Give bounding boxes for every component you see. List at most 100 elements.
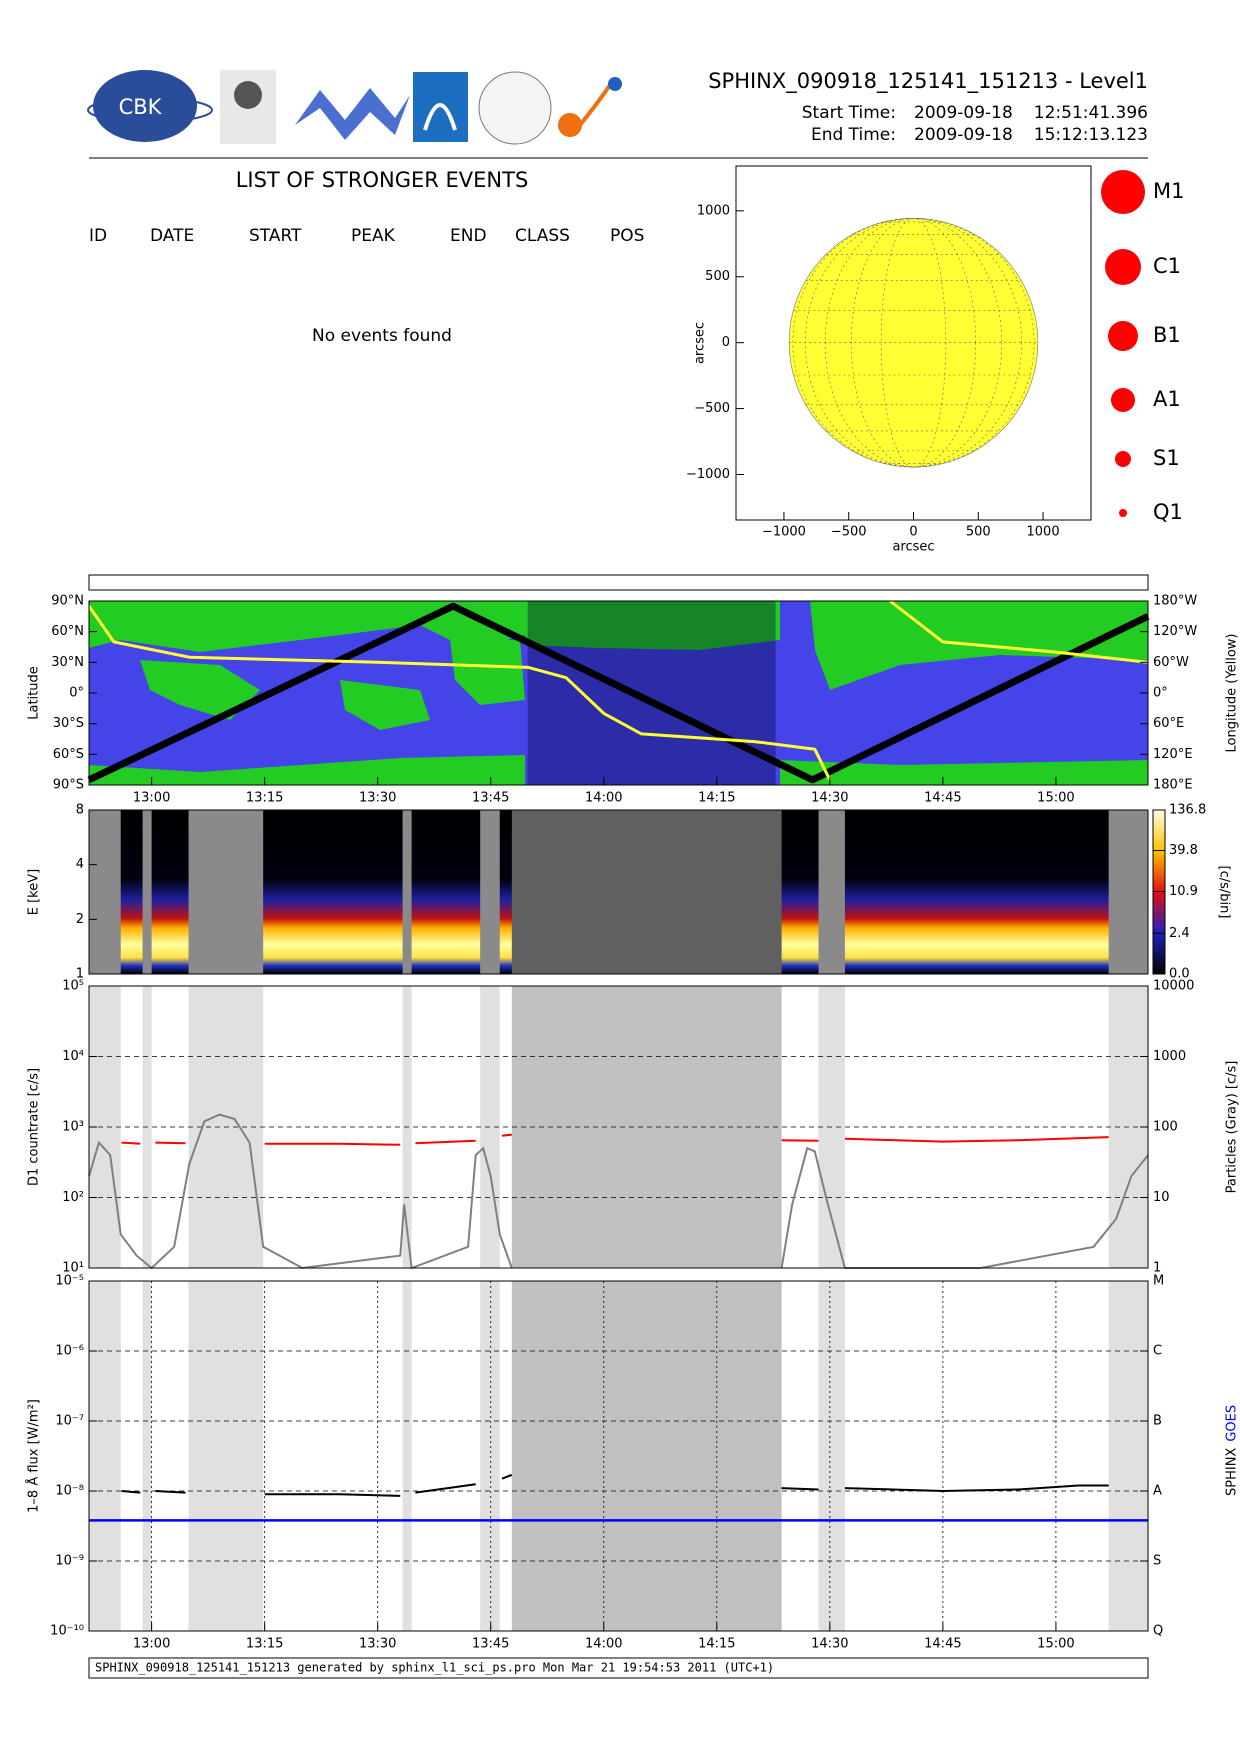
column-header: DATE [150, 226, 194, 246]
tick-label: 30°S [53, 716, 84, 731]
x-tick-label: 13:00 [133, 1637, 170, 1652]
x-tick-label: 14:15 [698, 1637, 735, 1652]
logo-ring [87, 97, 213, 123]
tick-label: C [1153, 1344, 1162, 1359]
tick-label: 10⁻⁸ [55, 1484, 84, 1499]
land [525, 601, 780, 650]
logo-sphinx-earth [608, 77, 622, 91]
tick-label: 1000 [1153, 1049, 1186, 1064]
data-line [87, 602, 1150, 784]
land [89, 755, 525, 785]
logo-sphinx [558, 113, 582, 137]
footer-box [88, 1657, 1149, 1679]
start-date: 2009-09-18 [914, 103, 1013, 123]
no-data [142, 1281, 152, 1631]
axis-label: arcsec [693, 322, 708, 364]
legend-marker [1119, 509, 1127, 517]
no-data [480, 1281, 500, 1631]
axis-label: Particles (Gray) [c/s] [1225, 1061, 1240, 1194]
tick-label: 90°N [51, 594, 84, 609]
map-background [89, 601, 1148, 785]
tick-label: 10³ [62, 1120, 84, 1135]
colorbar-label: 136.8 [1169, 803, 1206, 818]
tick-label: 180°E [1153, 778, 1193, 793]
colorbar-label: 2.4 [1169, 926, 1190, 941]
tick-label: 10² [62, 1190, 84, 1205]
colorbar-label: 39.8 [1169, 843, 1198, 858]
legend-label: A1 [1153, 387, 1181, 411]
logo-sphinx-arc [578, 83, 612, 127]
tick-label: 60°W [1153, 655, 1189, 670]
tick-label: 8 [76, 803, 84, 818]
x-tick-label: 13:30 [359, 791, 396, 806]
legend-label: SPHINX [1225, 1448, 1240, 1496]
no-data [818, 1281, 845, 1631]
x-tick-label: 13:45 [472, 1637, 509, 1652]
logo-cbk [93, 70, 197, 142]
plot-frame [88, 1280, 1149, 1632]
tick-label: 2 [76, 912, 84, 927]
disk-grid [851, 217, 976, 468]
tick-label: 10⁵ [62, 979, 84, 994]
tick-label: Q [1153, 1624, 1163, 1639]
legend-marker [1108, 321, 1138, 351]
axis-label: Longitude (Yellow) [1225, 634, 1240, 753]
eclipse [511, 986, 782, 1268]
legend-label: Q1 [1153, 500, 1183, 524]
no-data [402, 1281, 412, 1631]
axis-label: E [keV] [27, 869, 42, 915]
logo-seal [478, 71, 552, 145]
x-tick-label: 14:00 [585, 791, 622, 806]
legend-marker [1105, 249, 1141, 285]
tick-label: 1 [1153, 1261, 1161, 1276]
land [89, 601, 525, 652]
start-label: Start Time: [802, 103, 896, 123]
column-header: ID [89, 226, 107, 246]
legend-label: M1 [1153, 179, 1184, 203]
tick-label: 60°S [53, 747, 84, 762]
colorbar-label: 10.9 [1169, 884, 1198, 899]
y-tick-label: −500 [694, 401, 730, 416]
x-tick-label: 15:00 [1037, 791, 1074, 806]
tick-label: 1 [76, 967, 84, 982]
tick-label: 100 [1153, 1120, 1178, 1135]
logo-text: CBK [119, 95, 163, 119]
colorbar-label: 0.0 [1169, 967, 1190, 982]
x-tick-label: 13:15 [246, 1637, 283, 1652]
tick-label: 10⁻⁹ [55, 1554, 84, 1569]
header-title: SPHINX_090918_125141_151213 - Level1 [708, 69, 1148, 94]
tick-label: 4 [76, 857, 84, 872]
land [450, 640, 525, 705]
no-data [89, 810, 121, 974]
tick-label: 30°N [51, 655, 84, 670]
tick-label: 120°W [1153, 624, 1197, 639]
legend-label: GOES [1225, 1405, 1240, 1442]
end-date: 2009-09-18 [914, 125, 1013, 145]
x-tick-label: −500 [831, 525, 867, 540]
footer: SPHINX_090918_125141_151213 generated by… [95, 1661, 774, 1675]
no-data [480, 810, 500, 974]
x-tick-label: 15:00 [1037, 1637, 1074, 1652]
column-header: CLASS [515, 226, 570, 246]
x-tick-label: 14:45 [924, 791, 961, 806]
no-data [142, 810, 152, 974]
x-tick-label: 13:30 [359, 1637, 396, 1652]
x-tick-label: 0 [909, 525, 917, 540]
x-tick-label: 14:00 [585, 1637, 622, 1652]
tick-label: 60°E [1153, 716, 1184, 731]
x-tick-label: 13:45 [472, 791, 509, 806]
x-tick-label: −1000 [762, 525, 806, 540]
x-tick-label: 500 [966, 525, 991, 540]
logo-mpan [295, 88, 410, 140]
legend-label: C1 [1153, 254, 1181, 278]
column-header: END [450, 226, 487, 246]
column-header: POS [610, 226, 644, 246]
tick-label: 90°S [53, 778, 84, 793]
land [140, 660, 260, 720]
legend-label: B1 [1153, 323, 1181, 347]
end-label: End Time: [811, 125, 896, 145]
legend-marker [1101, 170, 1145, 214]
y-tick-label: 500 [705, 269, 730, 284]
